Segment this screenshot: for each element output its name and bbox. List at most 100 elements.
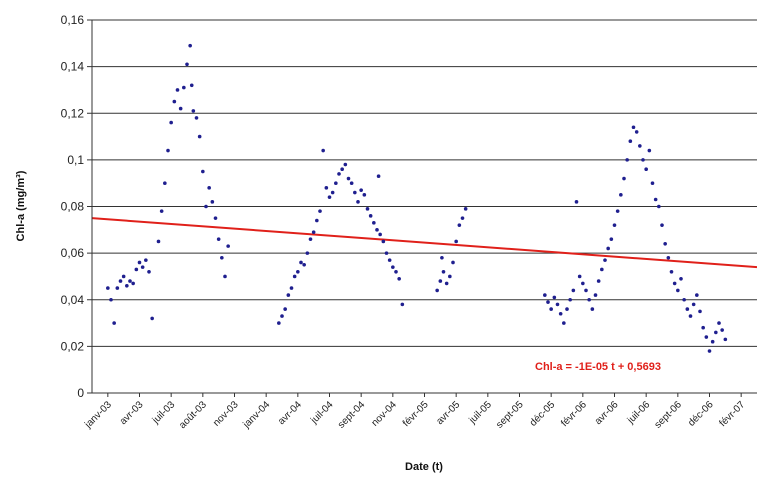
data-point [600,267,604,272]
data-point [400,302,405,307]
data-point [717,321,721,325]
y-tick-label: 0,14 [61,60,85,74]
data-point [565,307,569,311]
data-point [315,218,319,223]
data-point [663,242,667,246]
data-point [134,267,139,272]
data-point [631,125,636,130]
y-tick-label: 0,08 [61,200,85,214]
data-point [216,237,221,241]
data-point [714,330,718,335]
data-point [562,321,566,325]
data-point [650,181,655,185]
data-point [384,251,389,255]
data-point [163,181,167,185]
data-point [596,279,601,283]
data-point [159,209,164,213]
points-layer [106,43,728,353]
data-point [305,251,310,255]
grid-layer [92,19,757,394]
trend-equation: Chl-a = -1E-05 t + 0,5693 [535,361,661,373]
data-point [210,200,215,204]
data-point [615,209,620,213]
data-point [376,174,381,178]
data-point [137,260,142,265]
data-point [568,297,572,302]
data-point [653,197,658,202]
data-point [704,335,709,339]
data-point [343,162,348,167]
data-point [682,297,686,302]
data-point [634,130,639,134]
y-tick-label: 0 [77,386,84,400]
data-point [349,181,354,185]
data-point [546,300,550,304]
x-tick-label: janv-03 [82,399,114,431]
data-point [657,204,661,209]
data-point [549,307,553,311]
data-point [131,281,135,286]
x-tick-label: juil-03 [150,399,178,427]
x-tick-label: févr-07 [718,399,748,429]
data-point [188,43,192,48]
x-tick-label: juil-04 [308,399,336,427]
data-point [628,139,633,144]
data-point [169,120,173,125]
data-point [701,325,705,330]
data-point [440,255,444,260]
data-point [451,260,455,265]
x-axis-title: Date (t) [405,461,443,473]
data-point [213,216,218,220]
x-tick-label: déc-06 [686,399,716,429]
data-point [647,148,652,153]
data-point [178,106,183,111]
data-point [584,288,588,293]
data-point [593,293,598,297]
data-point [603,258,607,262]
data-point [448,274,452,279]
data-point [189,83,194,88]
data-point [277,321,281,325]
x-tick-label: févr-05 [401,399,431,429]
data-point [292,274,297,279]
data-point [441,269,446,274]
data-point [672,281,677,286]
data-point [182,85,186,90]
data-point [463,207,468,211]
data-point [606,246,610,251]
x-tick-label: avr-05 [434,399,462,427]
data-point [365,207,370,211]
data-point [574,200,579,204]
data-point [223,274,227,279]
y-tick-label: 0,02 [61,339,85,353]
data-point [381,239,386,244]
data-point [625,158,629,162]
data-point [112,321,116,325]
data-point [118,279,123,283]
data-point [707,349,712,353]
data-point [172,99,177,104]
data-point [147,269,151,274]
data-point [144,258,148,262]
x-tick-label: févr-06 [559,399,589,429]
data-point [308,237,313,241]
data-point [720,328,724,332]
data-point [571,288,576,293]
data-point [375,228,379,232]
data-point [577,274,582,279]
data-point [191,109,196,113]
data-point [321,148,325,153]
data-point [286,293,291,297]
x-tick-label: sept-04 [336,399,368,431]
data-point [438,279,443,283]
data-point [115,286,120,290]
data-point [688,314,693,318]
data-point [201,169,205,174]
data-point [622,176,626,181]
data-point [691,302,696,307]
data-point [368,214,373,218]
y-tick-label: 0,1 [67,153,84,167]
data-point [362,193,367,197]
data-point [695,293,699,297]
x-tick-label: sept-06 [653,399,685,431]
